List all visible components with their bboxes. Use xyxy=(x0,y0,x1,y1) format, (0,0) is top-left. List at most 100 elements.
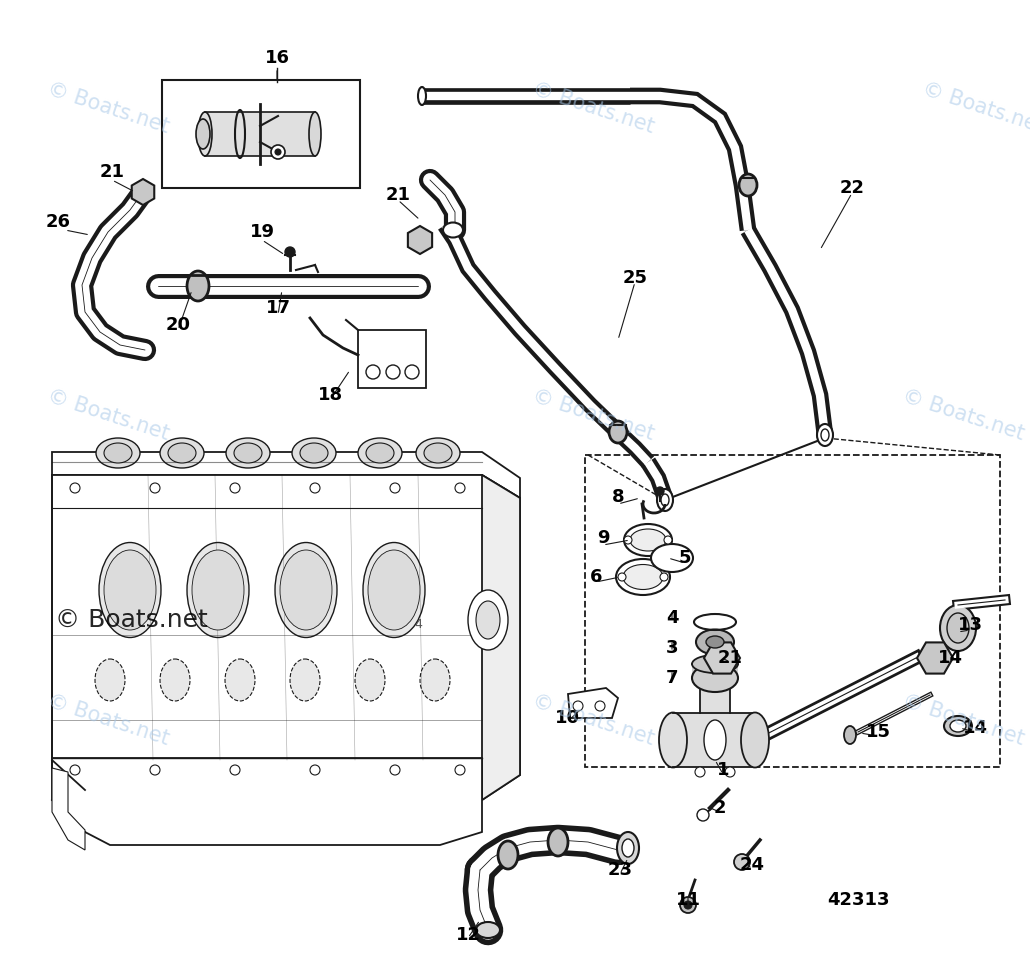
Ellipse shape xyxy=(96,438,140,468)
Circle shape xyxy=(390,483,400,493)
Ellipse shape xyxy=(624,524,672,556)
Text: 2: 2 xyxy=(714,799,726,817)
Circle shape xyxy=(573,701,583,711)
Circle shape xyxy=(455,765,465,775)
Bar xyxy=(162,80,360,188)
Circle shape xyxy=(150,483,160,493)
Ellipse shape xyxy=(187,543,249,638)
Ellipse shape xyxy=(497,841,518,869)
Text: 10: 10 xyxy=(554,709,580,727)
Text: © Boats.net: © Boats.net xyxy=(45,691,172,750)
Text: © Boats.net: © Boats.net xyxy=(920,79,1030,137)
Circle shape xyxy=(624,536,632,544)
Ellipse shape xyxy=(160,438,204,468)
Ellipse shape xyxy=(476,601,500,639)
Circle shape xyxy=(680,897,696,913)
Text: 14: 14 xyxy=(962,719,988,737)
Text: © Boats.net: © Boats.net xyxy=(530,691,657,750)
Text: 4: 4 xyxy=(665,609,678,627)
Ellipse shape xyxy=(548,828,568,856)
Text: 6: 6 xyxy=(590,568,603,586)
Ellipse shape xyxy=(623,564,663,589)
Ellipse shape xyxy=(104,443,132,463)
Text: 22: 22 xyxy=(839,179,864,197)
Text: 42313: 42313 xyxy=(827,891,889,909)
Text: © Boats.net: © Boats.net xyxy=(55,608,208,632)
Ellipse shape xyxy=(355,659,385,701)
Ellipse shape xyxy=(196,119,210,149)
Ellipse shape xyxy=(280,550,332,630)
Circle shape xyxy=(366,365,380,379)
Ellipse shape xyxy=(706,636,724,648)
Bar xyxy=(585,455,1000,767)
Ellipse shape xyxy=(651,544,693,572)
Text: 19: 19 xyxy=(249,223,275,241)
Ellipse shape xyxy=(420,659,450,701)
Ellipse shape xyxy=(821,429,829,441)
Text: 21: 21 xyxy=(385,186,411,204)
Ellipse shape xyxy=(703,720,726,760)
Ellipse shape xyxy=(696,629,734,654)
Polygon shape xyxy=(482,475,520,800)
Circle shape xyxy=(455,483,465,493)
Text: 24: 24 xyxy=(740,856,764,874)
Ellipse shape xyxy=(622,839,634,857)
Text: 25: 25 xyxy=(622,269,648,287)
Ellipse shape xyxy=(609,421,627,443)
Ellipse shape xyxy=(468,590,508,650)
Text: 12: 12 xyxy=(455,926,481,944)
Ellipse shape xyxy=(234,443,262,463)
Circle shape xyxy=(697,809,709,821)
Ellipse shape xyxy=(661,494,670,506)
Text: 16: 16 xyxy=(265,49,289,67)
Ellipse shape xyxy=(290,659,320,701)
Circle shape xyxy=(230,483,240,493)
Text: 3: 3 xyxy=(665,639,678,657)
Ellipse shape xyxy=(739,174,757,196)
Ellipse shape xyxy=(358,438,402,468)
Polygon shape xyxy=(52,475,520,800)
Text: 17: 17 xyxy=(266,299,290,317)
Ellipse shape xyxy=(300,443,328,463)
Circle shape xyxy=(684,901,692,909)
Circle shape xyxy=(618,573,626,581)
Text: 18: 18 xyxy=(317,386,343,404)
Circle shape xyxy=(285,247,295,257)
Ellipse shape xyxy=(630,529,666,551)
Text: © Boats.net: © Boats.net xyxy=(530,79,657,137)
Circle shape xyxy=(150,765,160,775)
Text: 1: 1 xyxy=(717,761,729,779)
Text: 7: 7 xyxy=(665,669,678,687)
Polygon shape xyxy=(52,452,520,498)
Ellipse shape xyxy=(226,438,270,468)
Bar xyxy=(673,713,755,768)
Ellipse shape xyxy=(187,271,209,301)
Text: 23: 23 xyxy=(608,861,632,879)
Circle shape xyxy=(230,765,240,775)
Text: © Boats.net: © Boats.net xyxy=(530,385,657,444)
Circle shape xyxy=(70,765,80,775)
Text: 14: 14 xyxy=(937,649,962,667)
Text: 20: 20 xyxy=(166,316,191,334)
Ellipse shape xyxy=(368,550,420,630)
Ellipse shape xyxy=(617,832,639,864)
Ellipse shape xyxy=(659,713,687,767)
Ellipse shape xyxy=(692,664,739,692)
Bar xyxy=(205,112,315,156)
Circle shape xyxy=(386,365,400,379)
Text: 13: 13 xyxy=(958,616,983,634)
Circle shape xyxy=(70,483,80,493)
Ellipse shape xyxy=(291,438,336,468)
Polygon shape xyxy=(568,688,618,718)
Ellipse shape xyxy=(443,222,464,238)
Ellipse shape xyxy=(99,543,161,638)
Ellipse shape xyxy=(225,659,255,701)
Ellipse shape xyxy=(940,605,976,651)
Ellipse shape xyxy=(657,489,673,511)
Text: 9: 9 xyxy=(596,529,610,547)
Circle shape xyxy=(405,365,419,379)
Ellipse shape xyxy=(416,438,460,468)
Ellipse shape xyxy=(945,716,972,736)
Text: 21: 21 xyxy=(100,163,125,181)
Bar xyxy=(700,680,730,718)
